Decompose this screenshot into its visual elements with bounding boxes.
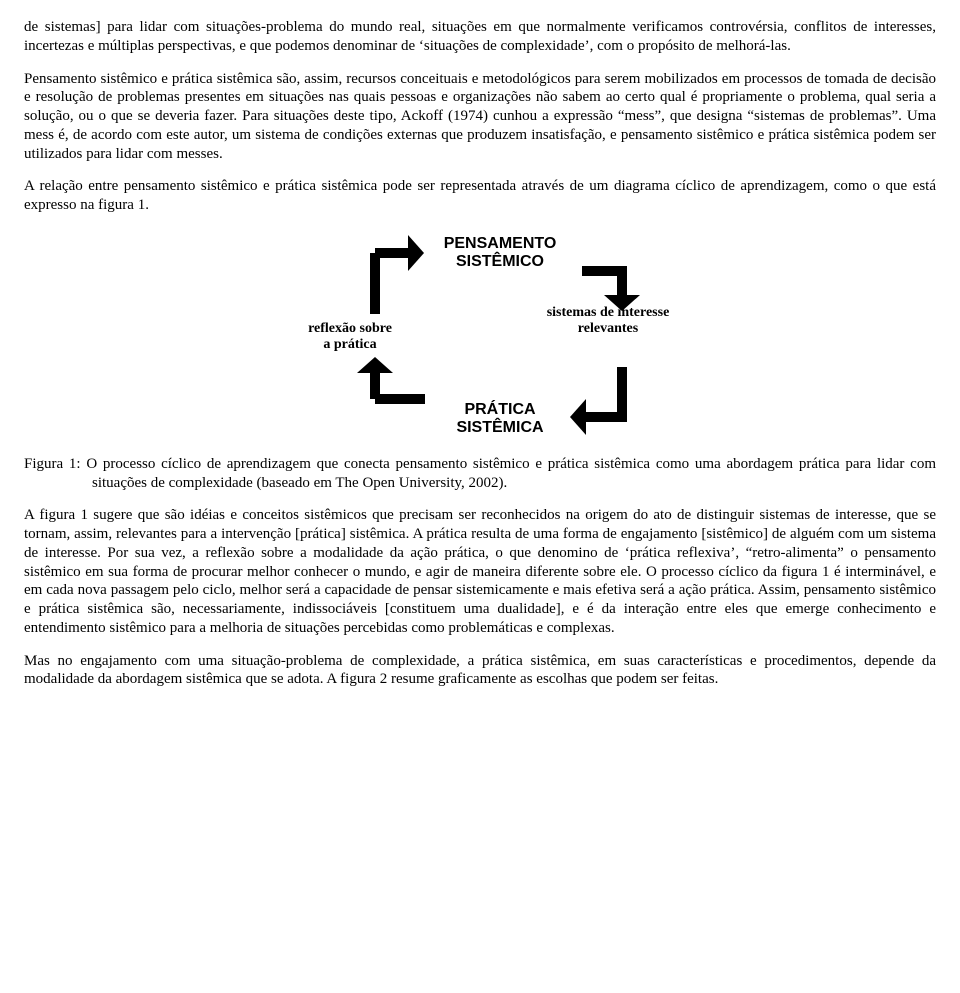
diagram-bottom-label: PRÁTICA SISTÊMICA [420, 401, 580, 438]
paragraph-2: Pensamento sistêmico e prática sistêmica… [24, 70, 936, 164]
paragraph-4: A figura 1 sugere que são idéias e conce… [24, 506, 936, 637]
diagram-left-label-line2: a prática [323, 337, 376, 352]
diagram-bottom-label-line2: SISTÊMICA [456, 419, 543, 436]
diagram-top-label: PENSAMENTO SISTÊMICO [420, 235, 580, 272]
diagram-bottom-label-line1: PRÁTICA [464, 401, 535, 418]
figure-1-caption-body: O processo cíclico de aprendizagem que c… [86, 456, 936, 491]
diagram-top-label-line1: PENSAMENTO [444, 235, 557, 252]
diagram-right-label: sistemas de interesse relevantes [528, 305, 688, 337]
figure-1-diagram: PENSAMENTO SISTÊMICO PRÁTICA SISTÊMICA r… [270, 229, 690, 449]
figure-1-caption: Figura 1: O processo cíclico de aprendiz… [24, 455, 936, 493]
paragraph-3: A relação entre pensamento sistêmico e p… [24, 177, 936, 215]
diagram-left-label: reflexão sobre a prática [290, 321, 410, 353]
paragraph-5: Mas no engajamento com uma situação-prob… [24, 652, 936, 690]
diagram-right-label-line2: relevantes [578, 321, 638, 336]
diagram-left-label-line1: reflexão sobre [308, 321, 392, 336]
figure-1-caption-lead: Figura 1: [24, 456, 86, 472]
diagram-top-label-line2: SISTÊMICO [456, 253, 544, 270]
diagram-right-label-line1: sistemas de interesse [547, 305, 670, 320]
paragraph-1: de sistemas] para lidar com situações-pr… [24, 18, 936, 56]
